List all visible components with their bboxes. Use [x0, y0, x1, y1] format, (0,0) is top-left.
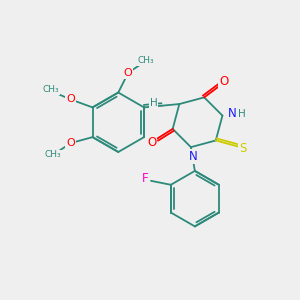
- Text: CH₃: CH₃: [43, 85, 59, 94]
- Text: O: O: [147, 136, 157, 149]
- Text: H: H: [238, 109, 246, 118]
- Text: O: O: [124, 68, 133, 78]
- Text: S: S: [239, 142, 246, 155]
- Text: N: N: [228, 107, 237, 120]
- Text: O: O: [66, 138, 75, 148]
- Text: CH₃: CH₃: [45, 151, 61, 160]
- Text: H: H: [150, 98, 158, 108]
- Text: O: O: [66, 94, 75, 104]
- Text: N: N: [188, 150, 197, 163]
- Text: CH₃: CH₃: [138, 56, 154, 65]
- Text: F: F: [142, 172, 148, 185]
- Text: O: O: [219, 75, 229, 88]
